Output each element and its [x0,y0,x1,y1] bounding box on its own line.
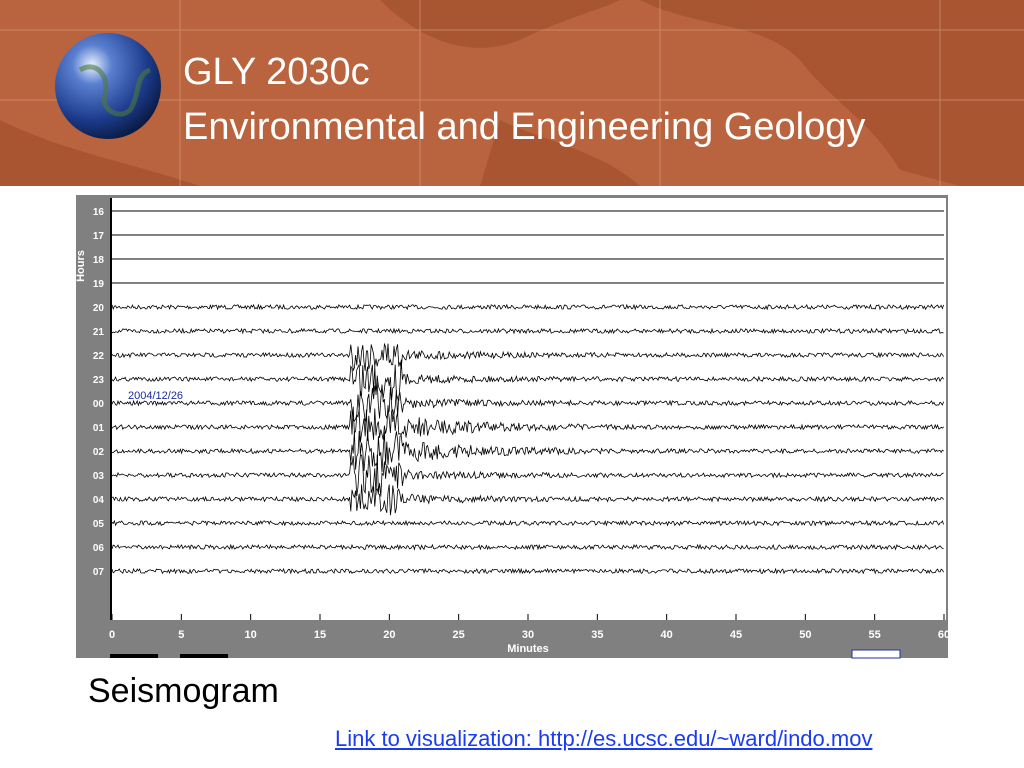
trace [111,327,944,335]
globe-land [78,64,152,117]
x-tick-label: 40 [661,629,673,641]
hour-label: 16 [93,207,105,218]
hour-label: 22 [93,351,105,362]
trace [111,430,944,473]
trace [111,567,944,575]
hour-label: 07 [93,567,105,578]
hour-label: 05 [93,519,105,530]
x-tick-label: 50 [799,629,811,641]
map-texture [0,0,1024,186]
x-tick-label: 45 [730,629,742,641]
x-tick-label: 0 [109,629,115,641]
trace [111,405,944,443]
hour-label: 21 [93,327,105,338]
hour-label: 19 [93,279,105,290]
hour-label: 01 [93,423,105,434]
title-line-2: Environmental and Engineering Geology [183,106,865,148]
title-line-1: GLY 2030c [183,51,370,93]
x-tick-label: 10 [245,629,257,641]
traces [111,210,944,575]
x-tick-label: 20 [383,629,395,641]
link[interactable]: Link to visualization: http://es.ucsc.ed… [335,726,873,751]
hour-label: 17 [93,231,105,242]
logo [851,649,901,659]
plot-area [111,198,946,620]
x-tick-label: 35 [591,629,603,641]
trace [111,519,944,527]
trace [111,484,944,516]
trace [111,359,944,401]
trace [111,382,944,423]
trace [111,303,944,311]
trace [111,342,944,372]
hour-label: 04 [93,495,105,506]
x-tick-label: 25 [453,629,465,641]
hour-label: 23 [93,375,105,386]
x-tick-label: 15 [314,629,326,641]
hour-label: 03 [93,471,105,482]
hour-label: 02 [93,447,105,458]
control [180,654,228,658]
date-label: 2004/12/26 [128,390,183,402]
x-tick-label: 5 [178,629,184,641]
trace [111,543,944,551]
x-axis-label: Minutes [507,643,549,655]
caption: Seismogram [88,672,279,710]
x-tick-label: 60 [938,629,950,641]
x-tick-label: 30 [522,629,534,641]
x-tick-label: 55 [869,629,881,641]
hour-label: 06 [93,543,105,554]
trace [111,454,944,497]
hour-label: 00 [93,399,105,410]
control [110,654,158,658]
y-axis-label: Hours [75,250,87,282]
hour-label: 20 [93,303,105,314]
map-grid [0,0,1024,186]
hour-label: 18 [93,255,105,266]
